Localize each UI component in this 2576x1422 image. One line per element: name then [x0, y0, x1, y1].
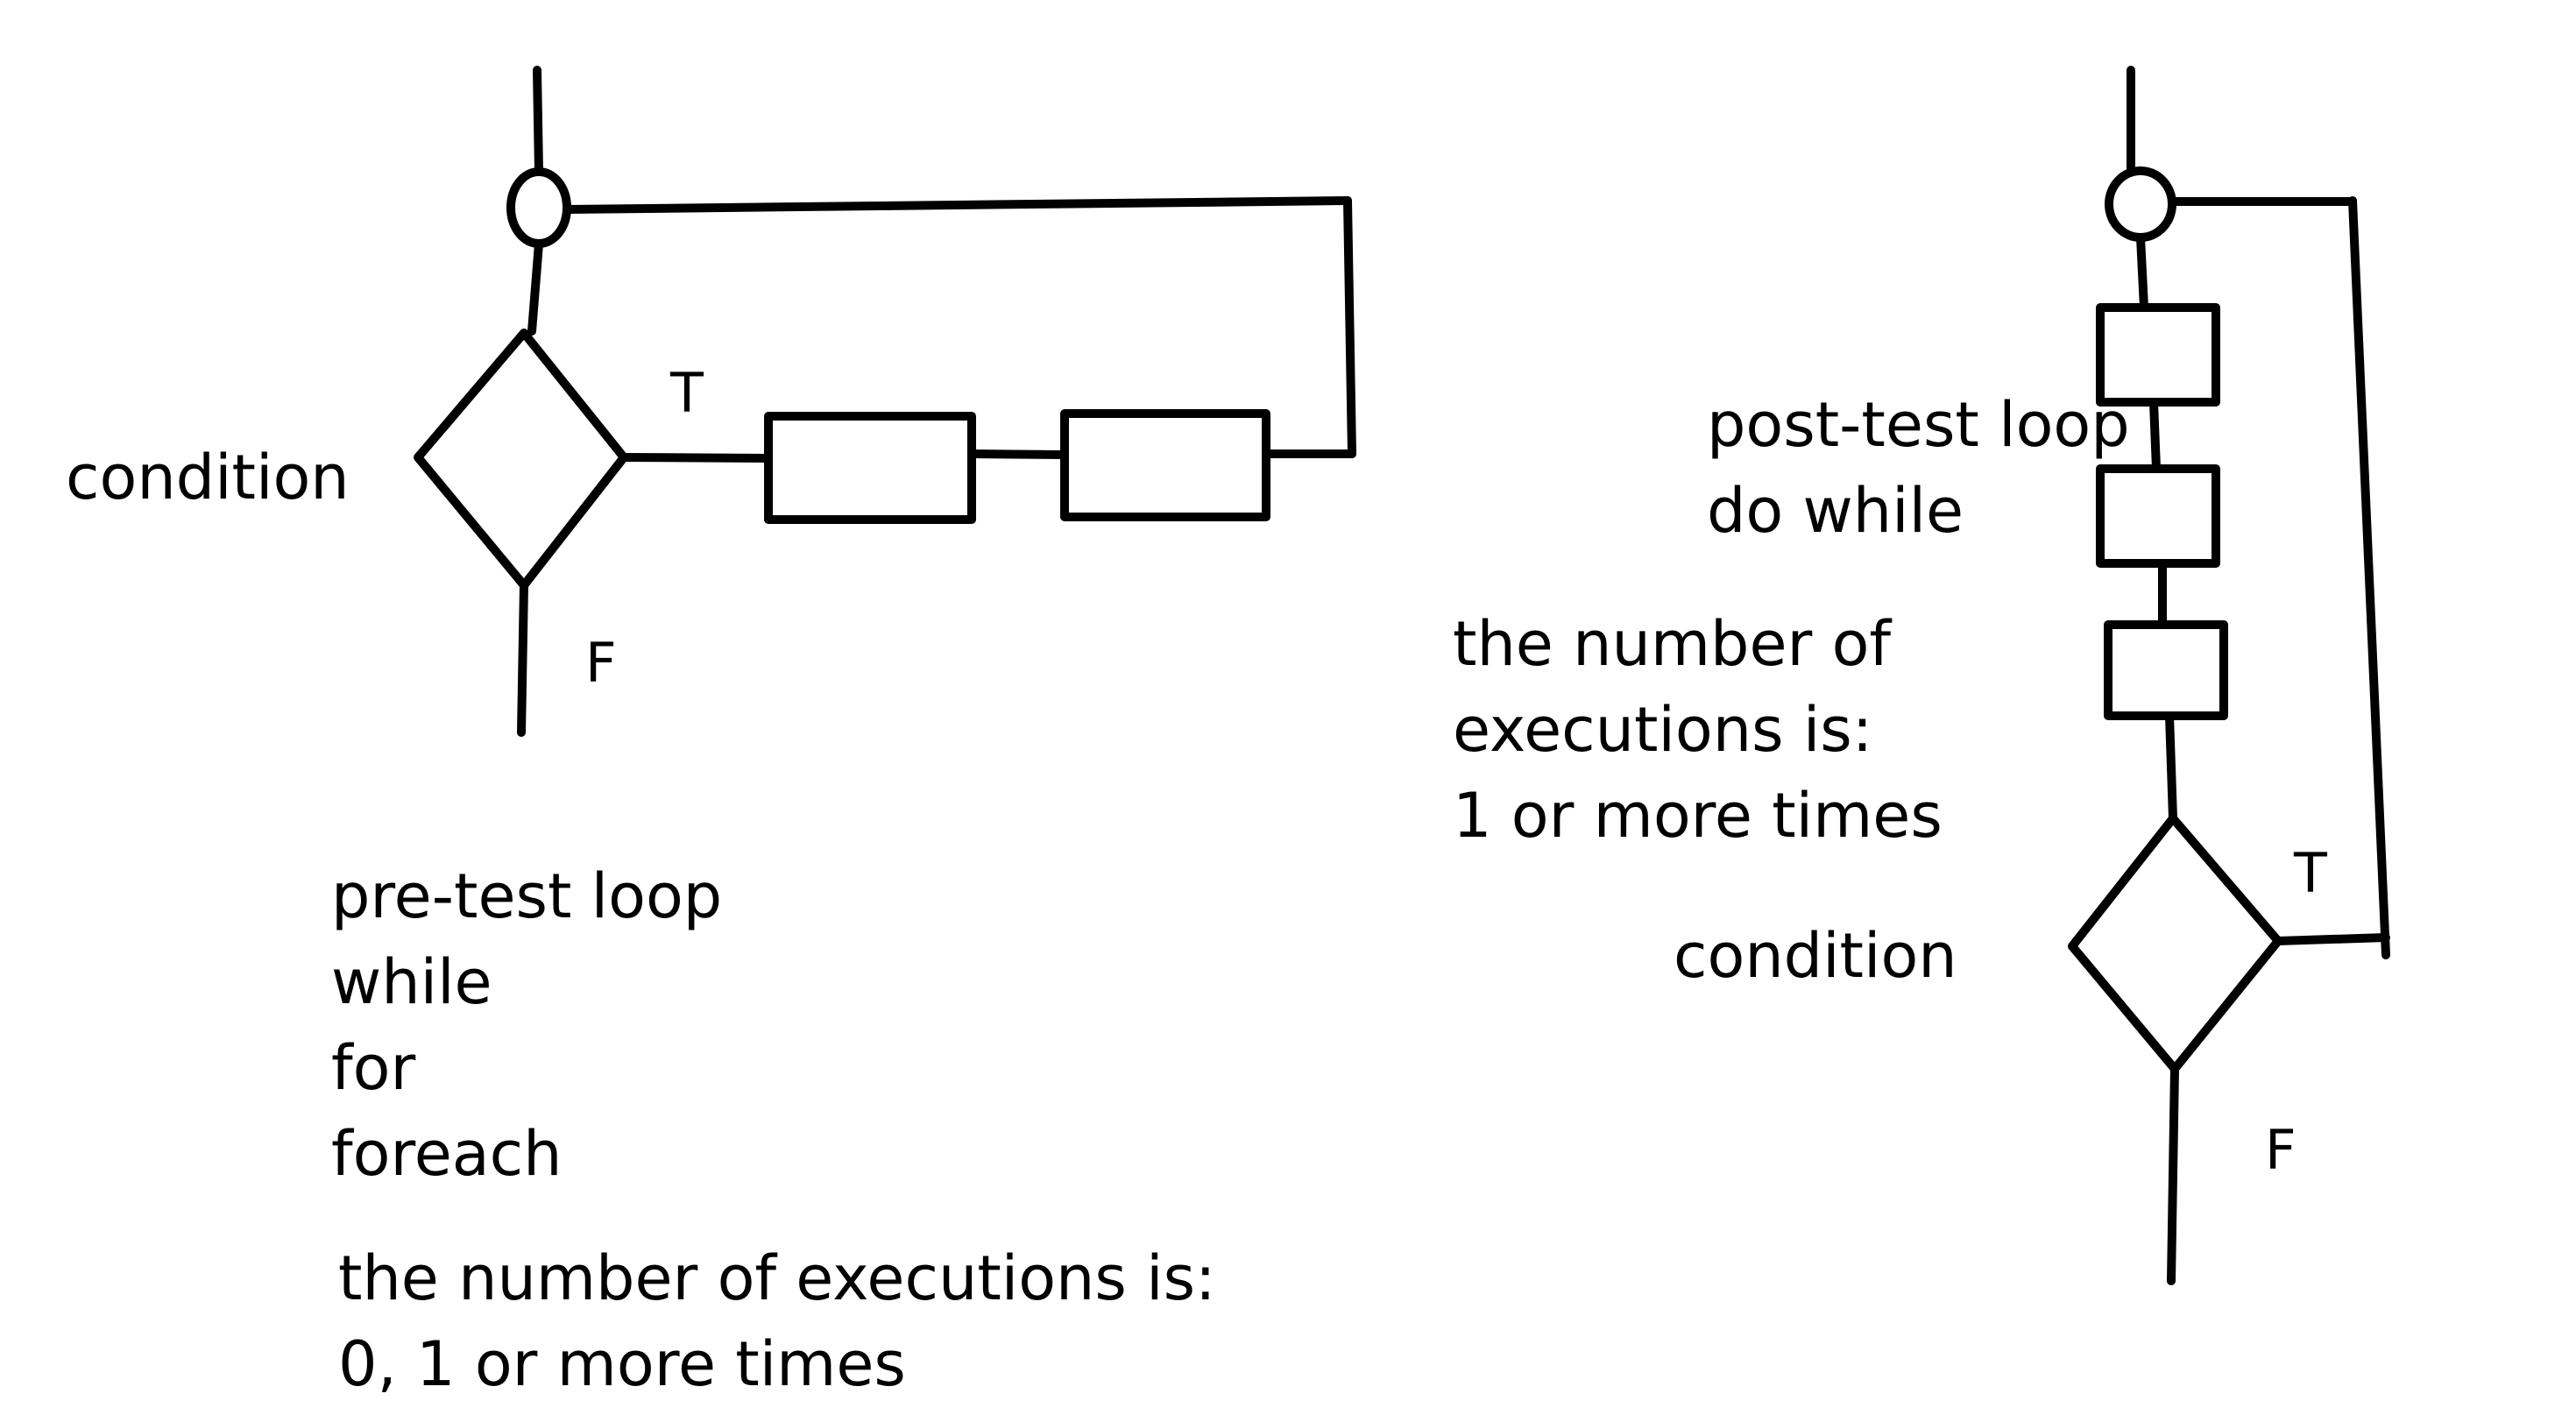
posttest-executions-note: the number of executions is: 1 or more t…	[1453, 601, 1943, 859]
loop-type-while: while	[331, 946, 492, 1018]
posttest-box3-to-condition	[2165, 711, 2177, 823]
pretest-entry-line	[533, 66, 543, 176]
pretest-junction-to-condition	[527, 239, 543, 336]
posttest-condition-diamond	[2068, 814, 2282, 1073]
loop-type-pretest: pre-test loop	[331, 860, 723, 932]
pretest-return-line-v	[1343, 196, 1356, 458]
pretest-executions-line-1: the number of executions is:	[338, 1242, 1216, 1314]
posttest-condition-label: condition	[1674, 920, 1957, 992]
pretest-false-exit-line	[517, 581, 528, 737]
loop-type-do-while: do while	[1707, 475, 1964, 547]
pretest-box-connector	[967, 449, 1069, 459]
posttest-return-line-v	[2348, 196, 2390, 959]
pretest-executions-line-2: 0, 1 or more times	[338, 1328, 906, 1400]
pretest-body-box-1	[764, 412, 976, 524]
posttest-body-box-3	[2104, 620, 2228, 720]
pretest-return-line-h2	[563, 196, 1352, 214]
pretest-body-box-2	[1060, 409, 1270, 521]
pretest-true-line	[619, 453, 773, 463]
pretest-false-label: F	[585, 631, 617, 695]
pretest-junction-circle	[506, 167, 571, 248]
posttest-executions-line-2: executions is:	[1453, 694, 1873, 766]
pretest-condition-label: condition	[66, 442, 350, 513]
posttest-executions-line-3: 1 or more times	[1453, 780, 1943, 852]
pretest-condition-diamond	[414, 329, 628, 590]
posttest-false-label: F	[2265, 1118, 2296, 1182]
pretest-true-label: T	[670, 361, 704, 425]
posttest-box1-to-box2	[2149, 398, 2161, 473]
posttest-true-line	[2274, 933, 2390, 945]
posttest-junction-to-box1	[2136, 233, 2148, 312]
posttest-false-exit-line	[2167, 1065, 2179, 1285]
posttest-loop-types: post-test loop do while	[1707, 382, 2130, 554]
posttest-true-label: T	[2294, 841, 2327, 905]
posttest-executions-line-1: the number of	[1453, 608, 1892, 680]
loop-type-foreach: foreach	[331, 1118, 563, 1190]
loop-type-posttest: post-test loop	[1707, 389, 2130, 461]
pretest-executions-note: the number of executions is: 0, 1 or mor…	[338, 1235, 1216, 1407]
pretest-loop-types: pre-test loop while for foreach	[331, 853, 722, 1197]
loop-type-for: for	[331, 1032, 416, 1104]
posttest-junction-circle	[2105, 166, 2176, 242]
